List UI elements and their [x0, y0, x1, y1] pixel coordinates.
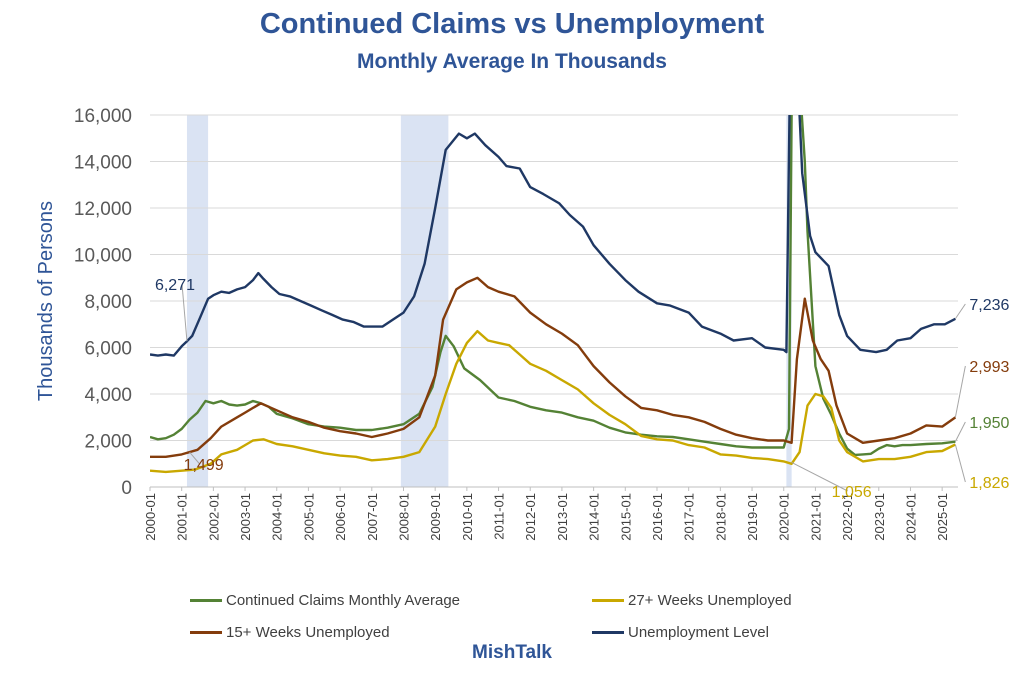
x-tick-label: 2023-01 [872, 493, 887, 541]
legend-label-continued-claims: Continued Claims Monthly Average [226, 591, 461, 609]
legend-item-continued-claims: Continued Claims Monthly Average [190, 590, 460, 610]
y-tick-label: 16,000 [74, 106, 132, 127]
legend-item-27-weeks: 27+ Weeks Unemployed [592, 590, 792, 610]
x-tick-label: 2006-01 [333, 493, 348, 541]
annotation-label: 6,271 [155, 277, 195, 294]
x-tick-label: 2018-01 [713, 493, 728, 541]
annotation-label: 1,056 [832, 484, 872, 501]
series-unemployment-level [150, 115, 956, 357]
x-tick-label: 2005-01 [301, 493, 316, 541]
series-27-weeks-unemployed [150, 330, 956, 474]
chart-title: Continued Claims vs Unemployment [259, 8, 765, 40]
legend-label-unemployment-level: Unemployment Level [628, 623, 769, 641]
x-tick-label: 2003-01 [238, 493, 253, 541]
y-tick-label: 10,000 [74, 246, 132, 267]
x-tick-label: 2013-01 [555, 493, 570, 541]
legend-label-27-weeks: 27+ Weeks Unemployed [628, 591, 792, 609]
x-tick-label: 2017-01 [682, 493, 697, 541]
series-continued-claims [150, 115, 956, 457]
legend-swatch-continued-claims [190, 598, 222, 602]
annotation-leader [791, 462, 848, 492]
annotation-label: 7,236 [969, 297, 1009, 314]
series-group [150, 115, 957, 474]
x-tick-label: 2019-01 [745, 493, 760, 541]
annotation-leader [954, 365, 966, 418]
y-tick-label: 2,000 [84, 432, 132, 453]
x-tick-label: 2001-01 [175, 493, 190, 541]
y-tick-label: 8,000 [84, 292, 132, 313]
x-tick-label: 2012-01 [523, 493, 538, 541]
legend-swatch-27-weeks [592, 598, 624, 602]
x-tick-label: 2021-01 [808, 493, 823, 541]
y-tick-label: 4,000 [84, 385, 132, 406]
y-axis-label: Thousands of Persons [35, 201, 57, 401]
y-tick-label: 6,000 [84, 339, 132, 360]
legend-swatch-15-weeks [190, 630, 222, 634]
legend-swatch-unemployment-level [592, 630, 624, 634]
x-tick-label: 2007-01 [365, 493, 380, 541]
legend-label-15-weeks: 15+ Weeks Unemployed [226, 623, 390, 641]
legend-item-unemployment-level: Unemployment Level [592, 622, 769, 642]
x-tick-label: 2011-01 [492, 493, 507, 540]
x-tick-label: 2024-01 [903, 493, 918, 541]
x-tick-label: 2000-01 [143, 493, 158, 541]
annotation-leader [954, 303, 966, 320]
annotation-label: 1,950 [969, 415, 1009, 432]
series-15-weeks-unemployed [150, 276, 957, 458]
x-tick-label: 2004-01 [270, 493, 285, 541]
y-tick-label: 14,000 [74, 153, 132, 174]
annotation-label: 2,993 [969, 359, 1009, 376]
annotation-leader [954, 444, 966, 483]
x-tick-label: 2009-01 [428, 493, 443, 541]
x-tick-label: 2010-01 [460, 493, 475, 541]
annotation-leader [954, 421, 966, 442]
x-tick-label: 2025-01 [935, 493, 950, 541]
x-tick-label: 2020-01 [777, 493, 792, 541]
x-tick-label: 2002-01 [206, 493, 221, 541]
annotation-label: 1,499 [184, 457, 224, 474]
x-tick-label: 2014-01 [587, 493, 602, 541]
annotation-label: 1,826 [969, 475, 1009, 492]
chart-subtitle: Monthly Average In Thousands [357, 50, 667, 73]
source-label: MishTalk [472, 642, 552, 663]
legend-item-15-weeks: 15+ Weeks Unemployed [190, 622, 390, 642]
x-tick-label: 2015-01 [618, 493, 633, 541]
x-tick-label: 2022-01 [840, 493, 855, 541]
annotation-leader [181, 283, 188, 342]
x-tick-label: 2008-01 [396, 493, 411, 541]
y-tick-label: 12,000 [74, 199, 132, 220]
y-tick-label: 0 [121, 478, 132, 499]
annotation-leader [189, 451, 200, 465]
x-tick-label: 2016-01 [650, 493, 665, 541]
